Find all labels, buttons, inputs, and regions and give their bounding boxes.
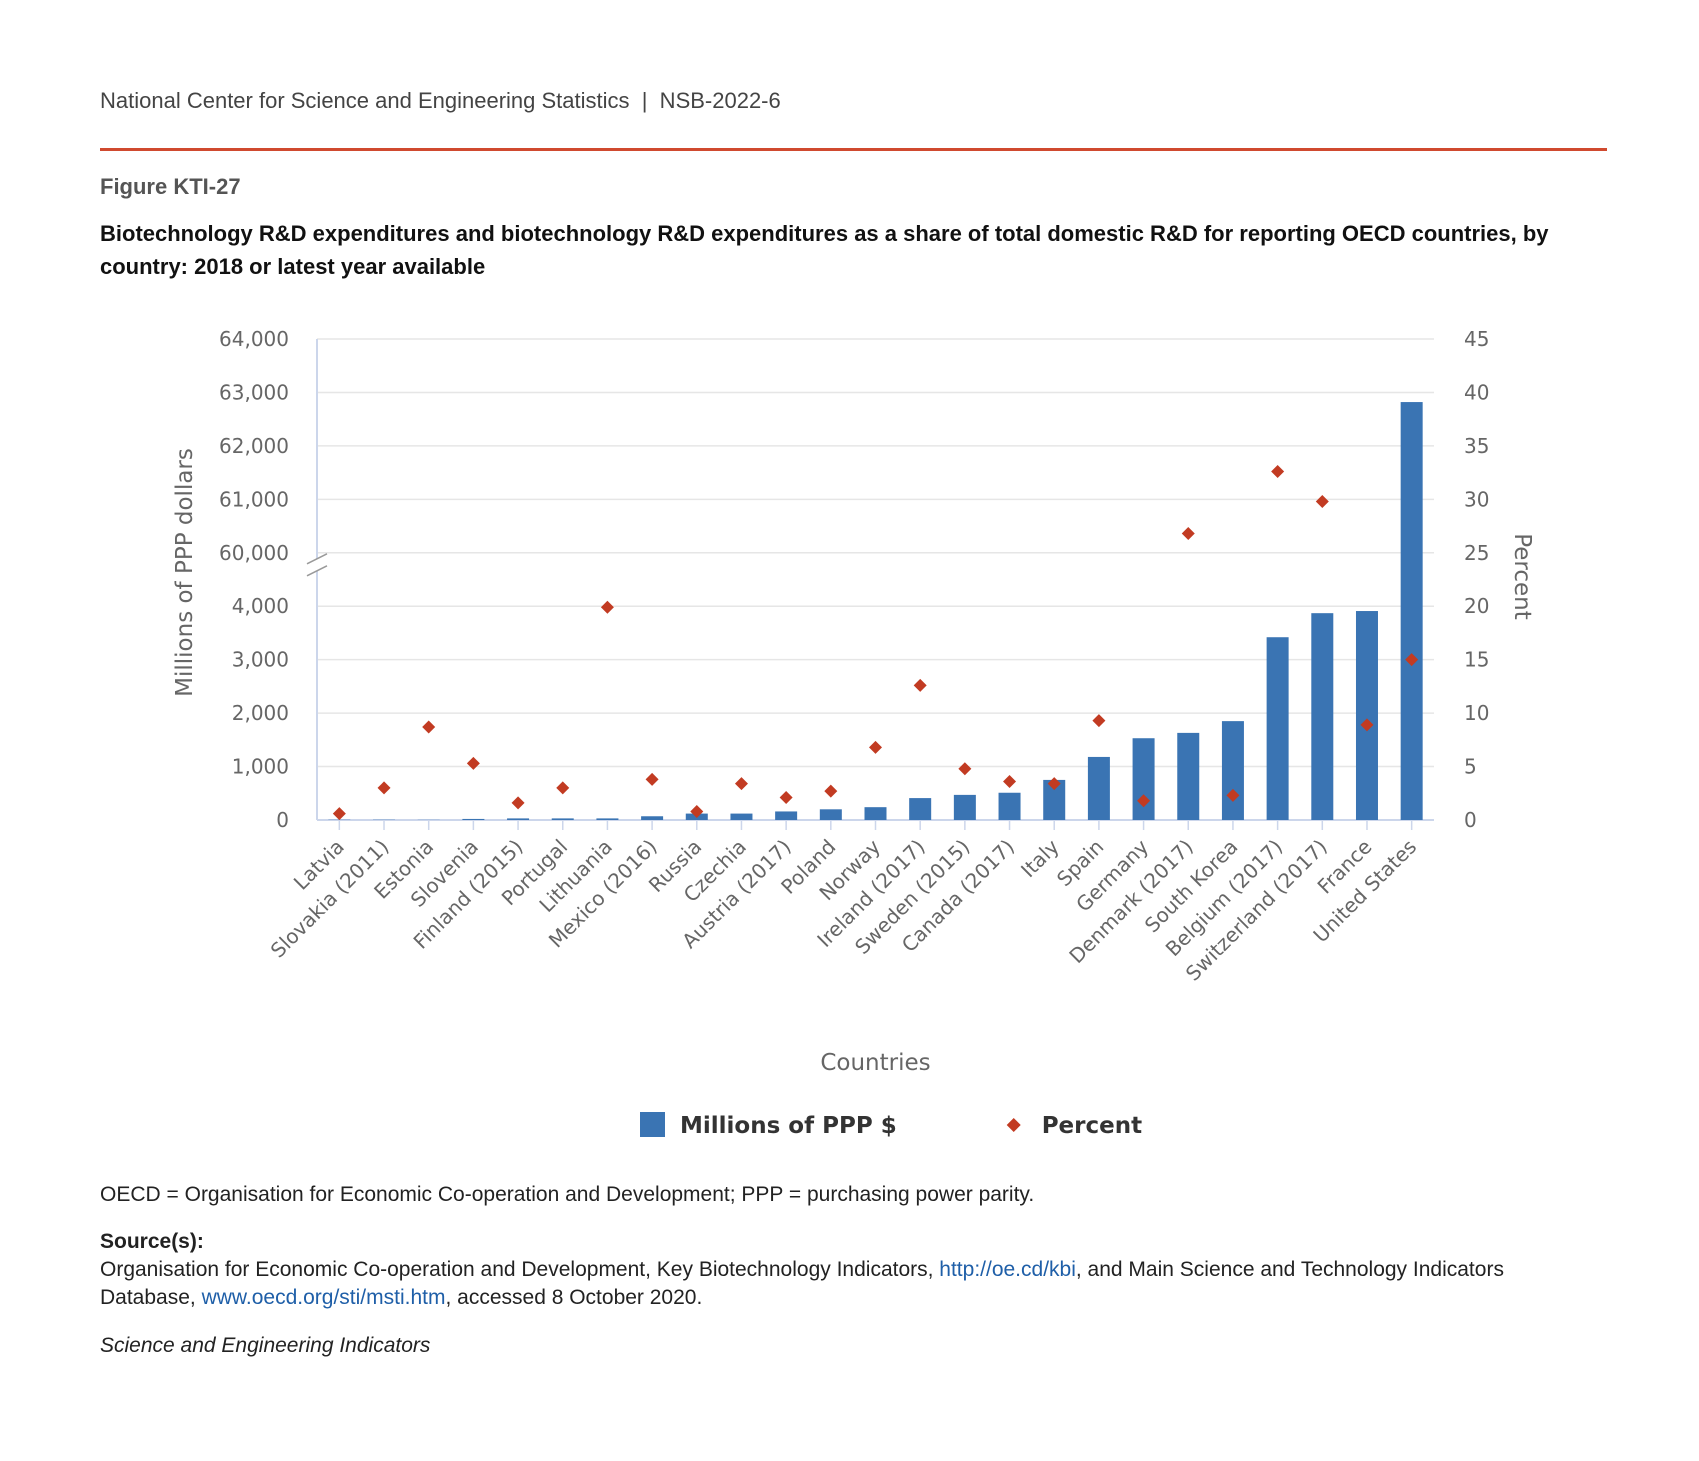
legend-swatch [1006, 1118, 1021, 1132]
y-tick-label: 62,000 [219, 434, 289, 458]
bar [864, 807, 887, 820]
point [332, 807, 346, 821]
bar [1043, 779, 1066, 820]
header: National Center for Science and Engineer… [100, 88, 781, 113]
point [958, 762, 972, 776]
point [1181, 527, 1195, 541]
point [869, 740, 882, 754]
y2-tick-label: 5 [1464, 755, 1477, 779]
point [466, 756, 480, 770]
bar [1221, 721, 1244, 820]
legend-label: Millions of PPP $ [680, 1113, 897, 1139]
y-tick-label: 63,000 [219, 380, 289, 404]
bar [1355, 611, 1378, 820]
bar [641, 816, 664, 820]
point [690, 804, 704, 818]
note: OECD = Organisation for Economic Co-oper… [100, 1183, 1035, 1206]
x-axis-title: Countries [820, 1050, 930, 1076]
bar [1132, 738, 1155, 820]
y2-axis-title: Percent [1509, 533, 1535, 620]
bar [1266, 637, 1289, 820]
point [645, 772, 659, 786]
y-axis-title: Millions of PPP dollars [172, 448, 198, 697]
y2-tick-label: 30 [1464, 487, 1489, 511]
bar [730, 813, 753, 820]
axis-break [306, 565, 328, 577]
y-tick-label: 4,000 [232, 594, 289, 618]
point [600, 600, 614, 614]
point [1047, 777, 1061, 791]
point [734, 777, 748, 791]
point [1405, 653, 1419, 667]
axis-break [306, 553, 328, 565]
source-text: , accessed 8 October 2020. [445, 1286, 703, 1309]
y-tick-label: 0 [276, 808, 289, 832]
y2-tick-label: 40 [1464, 380, 1489, 404]
source-link[interactable]: www.oecd.org/sti/msti.htm [201, 1286, 446, 1309]
legend-swatch [640, 1112, 665, 1137]
point [377, 781, 391, 795]
y-tick-label: 64,000 [219, 327, 289, 351]
bar [551, 818, 574, 820]
source: Organisation for Economic Co-operation a… [100, 1256, 1580, 1312]
point [1092, 714, 1106, 728]
y2-tick-label: 45 [1464, 327, 1489, 351]
legend-item: Millions of PPP $ [640, 1112, 897, 1139]
source-text: Organisation for Economic Co-operation a… [100, 1258, 940, 1281]
legend-label: Percent [1042, 1113, 1142, 1139]
legend-item: Percent [1006, 1113, 1142, 1139]
source-label: Source(s): [100, 1230, 204, 1253]
bar [1087, 756, 1110, 820]
bar [1177, 732, 1200, 820]
bar [909, 798, 932, 820]
point [779, 791, 793, 805]
bar [1400, 402, 1423, 820]
point [556, 781, 570, 795]
point [511, 796, 525, 810]
y-tick-label: 60,000 [219, 541, 289, 565]
y-tick-label: 1,000 [232, 755, 289, 779]
point [1003, 775, 1017, 789]
source-link[interactable]: http://oe.cd/kbi [939, 1258, 1076, 1281]
y2-tick-label: 10 [1464, 701, 1489, 725]
divider [100, 148, 1607, 151]
y-tick-label: 61,000 [219, 487, 289, 511]
point [824, 784, 838, 798]
y2-tick-label: 35 [1464, 434, 1489, 458]
bar [596, 818, 619, 820]
y2-tick-label: 15 [1464, 648, 1489, 672]
y-tick-label: 3,000 [232, 648, 289, 672]
point [913, 678, 927, 692]
point [1137, 794, 1151, 808]
point [1271, 465, 1285, 479]
bar [462, 818, 485, 820]
source-text: , and Main Science and Technology Indica… [100, 1258, 1504, 1309]
point [1315, 494, 1329, 508]
y2-tick-label: 0 [1464, 808, 1477, 832]
point [422, 720, 436, 734]
point [1360, 718, 1374, 732]
y2-tick-label: 25 [1464, 541, 1489, 565]
bar [998, 792, 1021, 820]
bar [819, 809, 842, 820]
figure-label: Figure KTI-27 [100, 174, 241, 199]
bar [953, 794, 976, 820]
point [1226, 788, 1240, 802]
footer: Science and Engineering Indicators [100, 1334, 431, 1357]
bar [1311, 613, 1334, 820]
bar [775, 811, 798, 820]
y-tick-label: 2,000 [232, 701, 289, 725]
chart-title: Biotechnology R&D expenditures and biote… [100, 221, 1549, 279]
bar [507, 818, 530, 820]
y2-tick-label: 20 [1464, 594, 1489, 618]
axis-break-gap [305, 558, 329, 571]
